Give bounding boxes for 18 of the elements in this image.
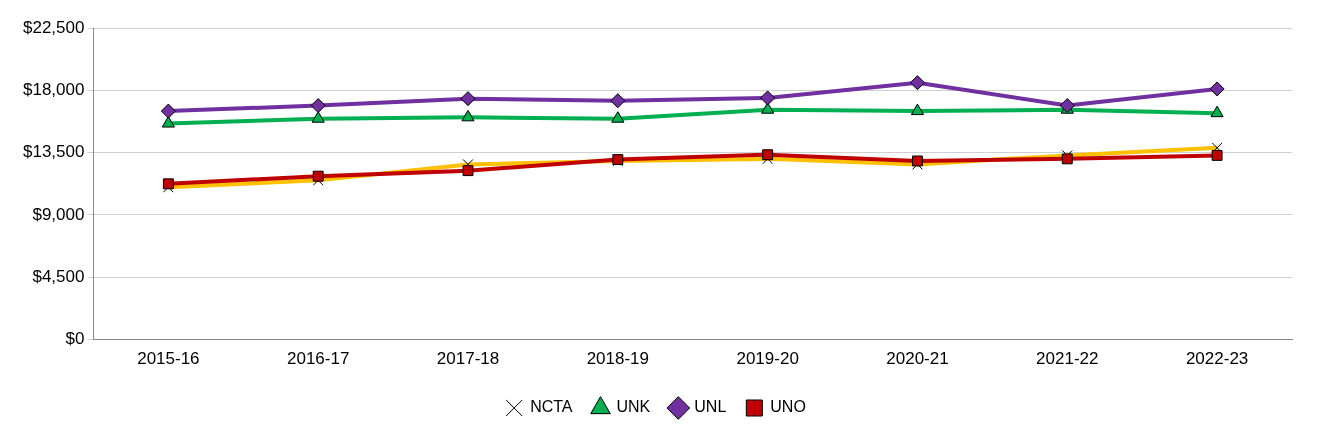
legend-label: UNK xyxy=(616,398,651,416)
legend-label: UNO xyxy=(770,398,806,416)
x-tick-label: 2017-18 xyxy=(436,349,500,369)
y-tick-label: $13,500 xyxy=(23,142,85,162)
x-tick-label: 2022-23 xyxy=(1185,349,1249,369)
x-tick-label: 2015-16 xyxy=(137,349,200,369)
x-tick-label: 2019-20 xyxy=(736,349,799,369)
y-tick-label: $4,500 xyxy=(32,266,85,286)
y-tick-label: $18,000 xyxy=(23,80,85,100)
x-tick-label: 2021-22 xyxy=(1036,349,1099,369)
y-tick-label: $0 xyxy=(65,329,85,349)
x-tick-label: 2020-21 xyxy=(886,349,949,369)
x-tick-label: 2018-19 xyxy=(586,349,650,369)
y-tick-label: $9,000 xyxy=(32,204,85,224)
legend-label: UNL xyxy=(694,398,727,416)
x-tick-label: 2016-17 xyxy=(286,349,350,369)
y-tick-label: $22,500 xyxy=(23,17,85,37)
legend-label: NCTA xyxy=(530,398,573,416)
